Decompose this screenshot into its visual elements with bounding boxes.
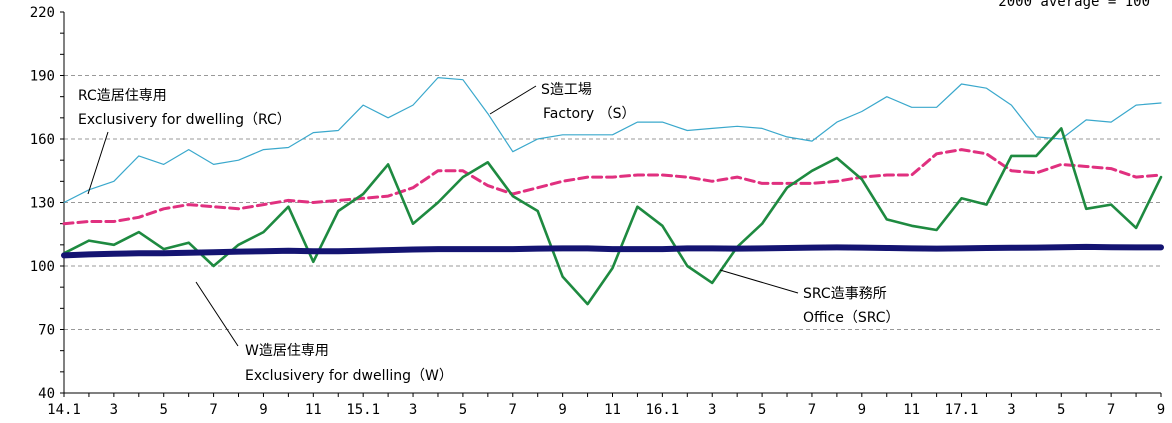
x-tick-label: 14.1	[47, 402, 81, 418]
annotation-leaders	[87, 85, 799, 347]
leader-s	[489, 85, 537, 115]
y-tick-label: 70	[38, 323, 55, 339]
leader-rc	[87, 131, 109, 195]
y-tick-label: 220	[30, 5, 55, 21]
annotation-labels: 2000 average = 100 RC造居住専用 Exclusivery f…	[78, 0, 1150, 384]
x-tick-label: 7	[209, 402, 217, 418]
leader-w	[195, 281, 239, 347]
annotation-rc-jp: RC造居住専用	[78, 88, 167, 104]
x-tick-label: 9	[558, 402, 566, 418]
y-tick-label: 40	[38, 386, 55, 402]
series-lines	[61, 76, 1164, 306]
x-tick-label: 7	[509, 402, 517, 418]
x-tick-label: 5	[758, 402, 766, 418]
axes: 40 70 100 130 160 190 220 14.1 3 5 7 9 11 15.1 3 5 7 9 11 1…	[30, 5, 1166, 418]
annotation-src-en: Office（SRC）	[803, 310, 900, 326]
series-line-dwelling_rc	[62, 148, 1163, 226]
x-tick-label: 3	[110, 402, 118, 418]
y-tick-label: 190	[30, 69, 55, 85]
annotation-w-jp: W造居住専用	[245, 343, 329, 359]
annotation-s-jp: S造工場	[541, 82, 592, 98]
y-tick-label: 130	[30, 196, 55, 212]
x-tick-label: 5	[160, 402, 168, 418]
x-tick-label: 7	[1107, 402, 1115, 418]
leader-src	[719, 269, 799, 294]
x-tick-label: 17.1	[945, 402, 979, 418]
x-tick-label: 9	[858, 402, 866, 418]
x-tick-label: 3	[1007, 402, 1015, 418]
annotation-src-jp: SRC造事務所	[803, 286, 887, 302]
x-tick-label: 5	[459, 402, 467, 418]
y-tick-label: 160	[30, 132, 55, 148]
x-tick-label: 3	[708, 402, 716, 418]
x-tick-label: 16.1	[646, 402, 680, 418]
x-tick-label: 9	[1157, 402, 1165, 418]
x-tick-label: 3	[409, 402, 417, 418]
x-tick-label: 15.1	[346, 402, 380, 418]
annotation-s-en: Factory （S）	[543, 106, 635, 122]
series-line-dwelling_w	[61, 243, 1164, 259]
series-line-office_src	[62, 127, 1163, 306]
annotation-w-en: Exclusivery for dwelling（W）	[245, 368, 453, 384]
x-tick-label: 11	[604, 402, 621, 418]
annotation-rc-en: Exclusivery for dwelling（RC）	[78, 112, 291, 128]
y-tick-label: 100	[30, 259, 55, 275]
series-line-factory_s	[63, 76, 1162, 204]
x-tick-label: 7	[808, 402, 816, 418]
x-tick-label: 11	[305, 402, 322, 418]
x-tick-label: 9	[259, 402, 267, 418]
x-tick-label: 11	[903, 402, 920, 418]
base-note: 2000 average = 100	[998, 0, 1150, 10]
x-tick-label: 5	[1057, 402, 1065, 418]
